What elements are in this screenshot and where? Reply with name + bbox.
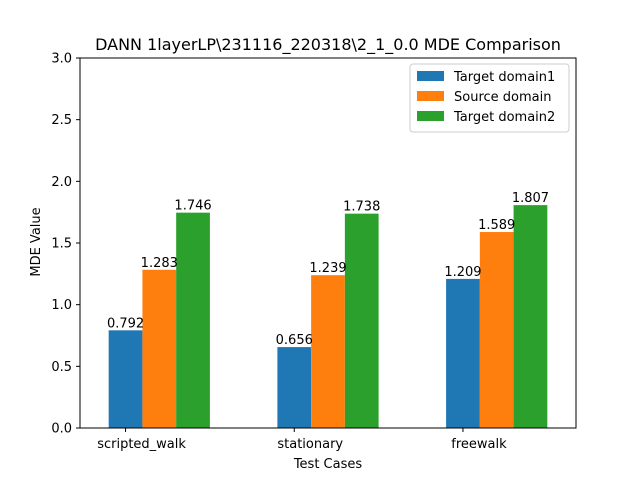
bar-freewalk-series-3 bbox=[513, 205, 548, 428]
x-axis-label: Test Cases bbox=[293, 457, 363, 472]
bar-scripted_walk-series-1 bbox=[108, 330, 143, 428]
y-axis-label: MDE Value bbox=[29, 207, 44, 276]
y-tick-label: 2.0 bbox=[51, 175, 72, 190]
data-labels-group: 0.792 0.656 1.209 1.283 1.239 1.589 1.746 1.738… bbox=[107, 191, 549, 348]
y-tick-label: 1.5 bbox=[51, 237, 72, 252]
legend-box bbox=[409, 63, 570, 133]
data-label: 1.283 bbox=[141, 256, 178, 271]
legend-label: Target domain1 bbox=[453, 70, 555, 85]
y-tick-label: 3.0 bbox=[51, 52, 72, 67]
legend-label: Target domain2 bbox=[453, 110, 555, 125]
data-label: 1.807 bbox=[512, 191, 549, 206]
data-label: 1.239 bbox=[309, 261, 346, 276]
bar-scripted_walk-series-2 bbox=[142, 269, 177, 428]
bar-stationary-series-3 bbox=[344, 213, 379, 428]
legend-swatch bbox=[417, 111, 444, 121]
x-tick-label: scripted_walk bbox=[97, 437, 186, 452]
legend: Target domain1 Source domain Target domain… bbox=[409, 63, 570, 133]
data-label: 1.589 bbox=[478, 218, 515, 233]
chart-title: DANN 1layerLP\231116_220318\2_1_0.0 MDE … bbox=[95, 35, 561, 55]
bar-stationary-series-2 bbox=[311, 275, 345, 428]
x-tick-label: stationary bbox=[277, 437, 343, 452]
bars-group bbox=[108, 205, 548, 428]
bar-freewalk-series-2 bbox=[479, 232, 514, 428]
y-tick-label: 1.0 bbox=[51, 298, 72, 313]
bar-freewalk-series-1 bbox=[446, 278, 480, 428]
axes-group: 0.0 0.5 1.0 1.5 2.0 2.5 3.0 scripted_walk statio… bbox=[51, 52, 577, 452]
bar-stationary-series-1 bbox=[277, 347, 312, 428]
y-tick-label: 0.0 bbox=[51, 422, 72, 437]
y-tick-label: 2.5 bbox=[51, 113, 72, 128]
bar-scripted_walk-series-3 bbox=[176, 212, 210, 428]
legend-swatch bbox=[417, 91, 444, 101]
x-tick-label: freewalk bbox=[451, 437, 507, 452]
data-label: 0.656 bbox=[276, 333, 313, 348]
y-tick-label: 0.5 bbox=[51, 360, 72, 375]
data-label: 0.792 bbox=[107, 316, 144, 331]
legend-label: Source domain bbox=[454, 90, 551, 105]
data-label: 1.746 bbox=[174, 199, 211, 214]
data-label: 1.738 bbox=[343, 200, 380, 215]
data-label: 1.209 bbox=[444, 265, 481, 280]
legend-swatch bbox=[417, 71, 444, 81]
